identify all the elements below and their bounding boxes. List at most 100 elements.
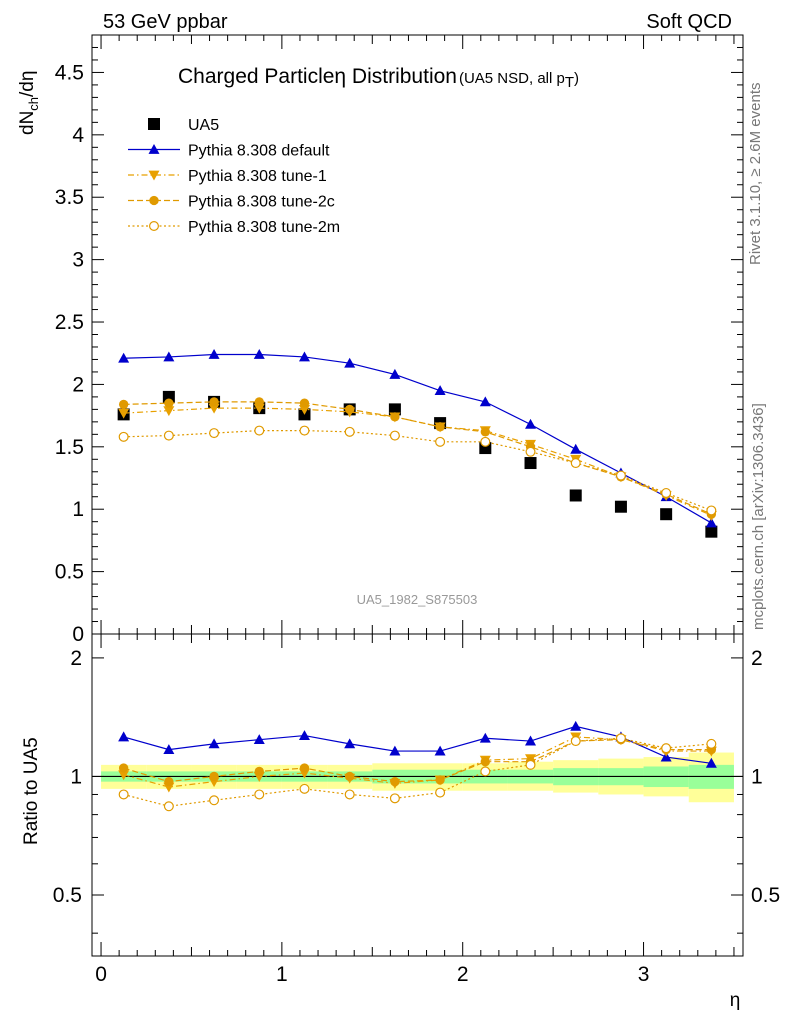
ratio-pythia-8-308-tune-2m-point bbox=[435, 787, 446, 798]
analysis-id: UA5_1982_S875503 bbox=[357, 592, 478, 607]
ratio-pythia-8-308-tune-1-point bbox=[118, 770, 130, 781]
main-pythia-8-308-default-point bbox=[570, 443, 582, 454]
main-pythia-8-308-tune-2m-point bbox=[389, 430, 400, 441]
ratio-pythia-8-308-tune-2m-point bbox=[706, 738, 717, 749]
legend-pythia-8-308-default-marker bbox=[148, 144, 160, 154]
ratio-pythia-8-308-default-point bbox=[525, 735, 537, 746]
ratio-pythia-8-308-tune-2m-line bbox=[123, 737, 712, 807]
main-pythia-8-308-tune-1-point bbox=[208, 403, 220, 414]
main-pythia-8-308-default-point bbox=[208, 348, 220, 359]
chart-title: Charged Particleη Distribution (UA5 NSD, … bbox=[178, 65, 579, 91]
legend-ua5-label: UA5 bbox=[188, 117, 219, 134]
main-pythia-8-308-tune-2c-point bbox=[299, 398, 310, 408]
ratio-pythia-8-308-tune-2m-point bbox=[615, 733, 626, 744]
main-ua5-point bbox=[569, 489, 582, 502]
ratio-x-ticks: 0 1 2 3 bbox=[95, 634, 735, 986]
ratio-pythia-8-308-tune-2m-point bbox=[254, 789, 265, 800]
main-pythia-8-308-tune-1-point bbox=[163, 406, 175, 417]
main-pythia-8-308-tune-2c-line bbox=[123, 401, 712, 515]
legend-pythia-8-308-tune-2c-label: Pythia 8.308 tune-2c bbox=[188, 194, 335, 211]
main-pythia-8-308-tune-2c-point bbox=[390, 412, 400, 422]
ratio-pythia-8-308-tune-2m-point bbox=[163, 801, 174, 812]
main-pythia-8-308-tune-1-point bbox=[118, 408, 130, 419]
ratio-pythia-8-308-tune-2m-point bbox=[299, 783, 310, 794]
x-axis-label: η bbox=[730, 990, 741, 1011]
main-pythia-8-308-tune-2c-point bbox=[209, 397, 219, 407]
ratio-pythia-8-308-default-point bbox=[118, 731, 130, 742]
main-pythia-8-308-tune-2m-point bbox=[254, 425, 265, 436]
ratio-pythia-8-308-default-point bbox=[344, 738, 356, 749]
ratio-y-tick-label: 2 bbox=[70, 647, 82, 670]
x-tick-label: 2 bbox=[457, 963, 469, 986]
main-pythia-8-308-tune-2c-point bbox=[118, 399, 129, 410]
main-ua5-point bbox=[524, 457, 537, 470]
main-pythia-8-308-tune-2m-point bbox=[163, 430, 174, 441]
ratio-pythia-8-308-tune-2m-point bbox=[480, 766, 491, 777]
ratio-pythia-8-308-tune-2c-line bbox=[123, 739, 712, 783]
ratio-pythia-8-308-tune-2c-point bbox=[254, 766, 264, 777]
main-pythia-8-308-default-point bbox=[389, 368, 401, 379]
ratio-pythia-8-308-default-point bbox=[389, 745, 401, 756]
main-pythia-8-308-tune-2c-point bbox=[164, 398, 174, 408]
ratio-pythia-8-308-default-line bbox=[123, 725, 712, 764]
main-pythia-8-308-tune-2c-point bbox=[435, 422, 445, 432]
header-left: 53 GeV ppbar bbox=[103, 11, 228, 33]
ratio-y-ticks: 0.5 1 2 0.5 1 2 bbox=[53, 647, 780, 934]
main-pythia-8-308-default-line bbox=[123, 353, 712, 524]
main-y-tick-label: 1.5 bbox=[55, 436, 84, 459]
ratio-pythia-8-308-tune-2c-point bbox=[209, 771, 219, 782]
main-pythia-8-308-tune-2m-point bbox=[525, 446, 536, 457]
ratio-pythia-8-308-default-point bbox=[705, 757, 717, 768]
ratio-y-axis-label: Ratio to UA5 bbox=[21, 737, 42, 845]
main-pythia-8-308-default-point bbox=[253, 348, 265, 359]
main-pythia-8-308-tune-2m-line bbox=[123, 429, 712, 512]
legend-pythia-8-308-tune-2m-label: Pythia 8.308 tune-2m bbox=[188, 219, 340, 236]
ratio-pythia-8-308-default-point bbox=[298, 730, 310, 740]
ratio-y-tick-label: 0.5 bbox=[53, 884, 82, 907]
ratio-pythia-8-308-tune-2c-point bbox=[390, 776, 400, 787]
main-y-tick-label: 4.5 bbox=[55, 61, 84, 84]
ratio-pythia-8-308-default-point bbox=[163, 744, 175, 754]
main-pythia-8-308-tune-2m-point bbox=[570, 458, 581, 469]
x-tick-label: 3 bbox=[638, 963, 650, 986]
legend-pythia-8-308-tune-2m-marker bbox=[149, 221, 160, 232]
main-pythia-8-308-default-point bbox=[118, 352, 130, 363]
x-tick-label: 1 bbox=[276, 963, 288, 986]
main-pythia-8-308-default-point bbox=[479, 396, 491, 407]
ratio-right-y-tick-label: 0.5 bbox=[751, 884, 780, 907]
main-pythia-8-308-tune-2m-point bbox=[344, 426, 355, 437]
ratio-pythia-8-308-default-point bbox=[253, 734, 265, 745]
main-ua5-point bbox=[388, 403, 401, 416]
legend: UA5 Pythia 8.308 default Pythia 8.308 tune… bbox=[128, 117, 340, 236]
main-y-tick-label: 3.5 bbox=[55, 186, 84, 209]
main-pythia-8-308-tune-2c-point bbox=[480, 427, 490, 437]
main-pythia-8-308-tune-1-point bbox=[298, 404, 310, 415]
main-y-tick-label: 1 bbox=[72, 498, 84, 521]
ylabel-sub: ch bbox=[26, 97, 41, 111]
ratio-pythia-8-308-tune-2c-point bbox=[345, 771, 355, 782]
ratio-pythia-8-308-default-point bbox=[570, 720, 582, 731]
main-pythia-8-308-tune-2m-point bbox=[615, 470, 626, 481]
chart-title-sub-t: T bbox=[565, 74, 574, 91]
main-pythia-8-308-default-point bbox=[298, 351, 310, 362]
rivet-label: Rivet 3.1.10, ≥ 2.6M events bbox=[747, 83, 764, 266]
ratio-pythia-8-308-tune-2m-point bbox=[209, 795, 220, 806]
main-pythia-8-308-tune-2c-point bbox=[254, 397, 264, 407]
main-y-tick-label: 3 bbox=[72, 249, 84, 272]
ratio-pythia-8-308-default-point bbox=[479, 732, 491, 743]
main-panel: 0 0.5 1 1.5 2 2.5 3 3.5 4 4.5 dNch/dη Charged Par… bbox=[17, 34, 744, 646]
main-y-tick-label: 2.5 bbox=[55, 311, 84, 334]
main-y-tick-label: 2 bbox=[72, 373, 84, 396]
ratio-pythia-8-308-tune-2m-point bbox=[661, 743, 672, 754]
legend-pythia-8-308-tune-2c-marker bbox=[149, 195, 159, 206]
chart-title-sub-end: ) bbox=[574, 70, 579, 87]
main-y-axis-label: dNch/dη bbox=[17, 71, 41, 135]
ratio-pythia-8-308-tune-2m-point bbox=[344, 789, 355, 800]
ratio-panel: 0.5 1 2 0.5 1 2 0 1 2 3 Ratio to UA5 η bbox=[21, 633, 780, 1011]
legend-pythia-8-308-tune-1-marker bbox=[148, 170, 160, 181]
main-y-tick-label: 0.5 bbox=[55, 561, 84, 584]
main-pythia-8-308-default-point bbox=[434, 385, 446, 396]
main-pythia-8-308-default-point bbox=[525, 418, 537, 429]
main-pythia-8-308-tune-2m-point bbox=[209, 428, 220, 439]
ratio-pythia-8-308-tune-2m-point bbox=[118, 789, 129, 800]
